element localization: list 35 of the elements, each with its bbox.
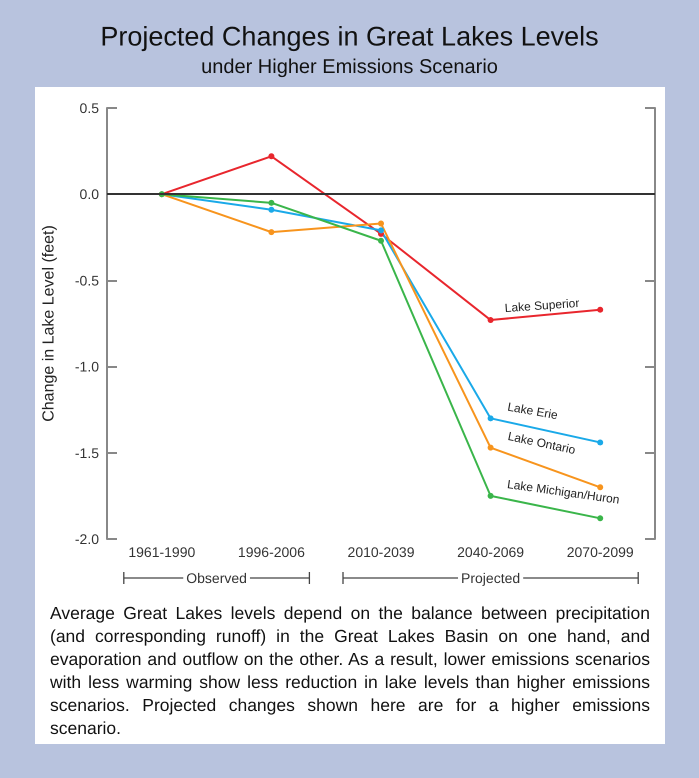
point <box>268 229 274 236</box>
point <box>268 206 274 213</box>
x-tick-label: 1961-1990 <box>128 544 196 560</box>
point <box>268 153 274 160</box>
x-tick-label: 1996-2006 <box>238 544 306 560</box>
point <box>268 200 274 206</box>
y-tick-label: -2.0 <box>74 531 100 547</box>
point <box>488 444 494 451</box>
text: Observed <box>186 570 247 586</box>
point <box>597 515 604 522</box>
x-tick-label: 2070-2099 <box>566 544 634 560</box>
point <box>378 238 384 244</box>
series-label: Lake Superior <box>504 296 580 316</box>
y-tick-label: -1.0 <box>74 358 100 375</box>
text: Lake Erie <box>506 400 560 422</box>
x-tick-label: 2010-2039 <box>348 544 415 560</box>
chart-title: Projected Changes in Great Lakes Levels <box>100 22 599 52</box>
text: Average Great Lakes levels depend on the balance between precipitation (and corresponding runoff) in the Great Lakes Basin on one hand, and evaporation and outflow on the other. As a result, lower emissions scenarios with less warming show less reduction in lake levels than higher emissions scenarios. Projected changes shown here are for a higher emissions scenario. <box>35 598 665 744</box>
point <box>488 415 494 422</box>
x-tick-label: 2040-2069 <box>457 544 524 560</box>
point <box>597 439 604 446</box>
text: Lake Ontario <box>506 429 577 458</box>
y-tick-label: -1.5 <box>74 444 100 461</box>
point <box>488 317 494 324</box>
text: Projected <box>461 570 520 586</box>
point <box>378 227 384 234</box>
y-axis-title: Change in Lake Level (feet) <box>40 225 58 422</box>
chart-subtitle: under Higher Emissions Scenario <box>201 56 498 78</box>
y-tick-label: -0.5 <box>74 272 100 288</box>
y-tick-label: 0.0 <box>80 186 100 202</box>
y-tick-label: 0.5 <box>80 100 100 116</box>
point <box>488 492 494 499</box>
point <box>378 220 384 227</box>
point <box>597 306 604 313</box>
text: Lake Michigan/Huron <box>506 477 620 507</box>
